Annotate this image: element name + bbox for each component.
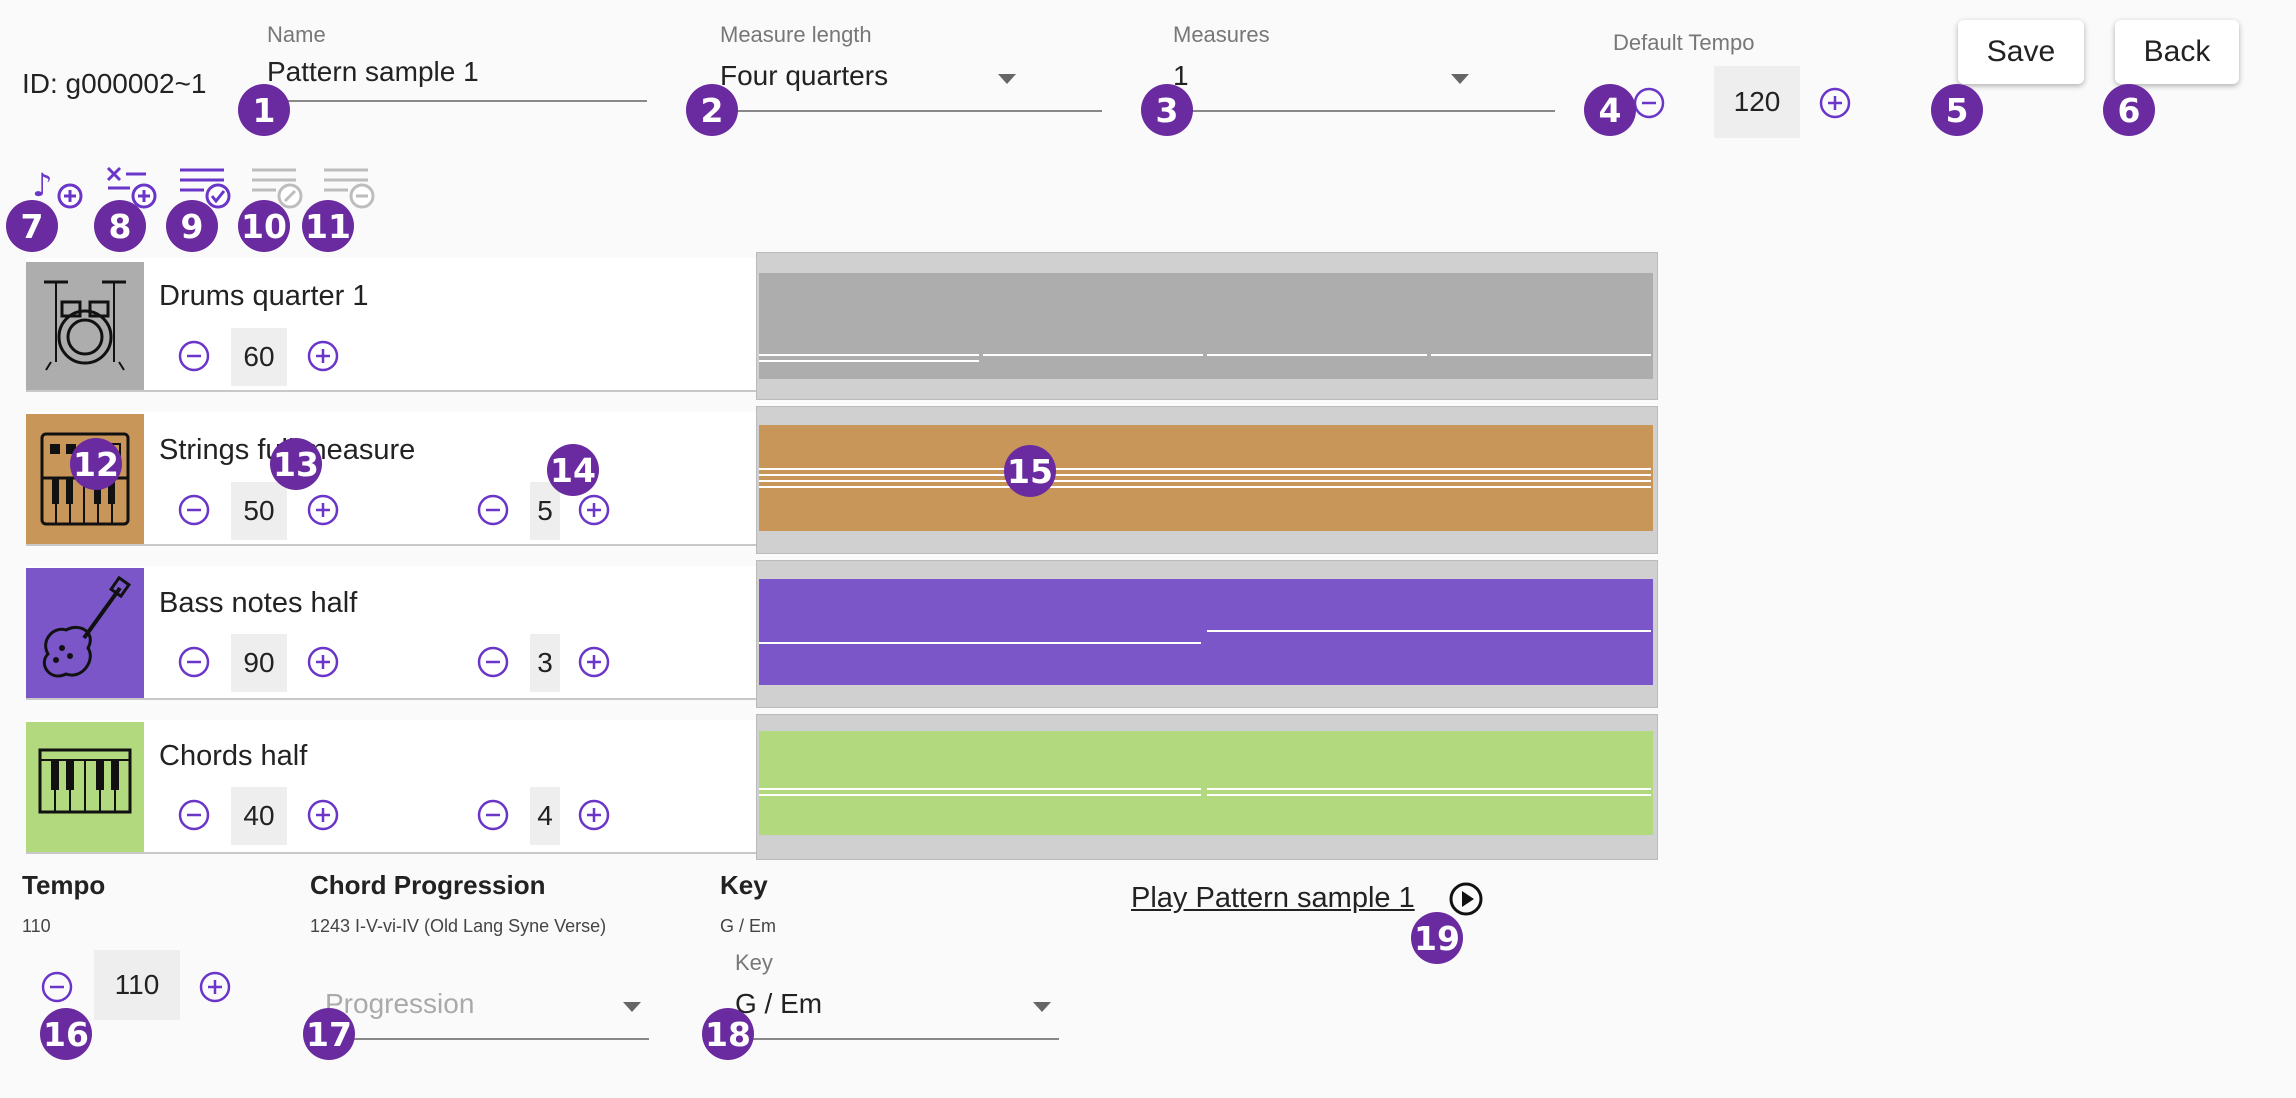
- back-button[interactable]: Back: [2115, 20, 2239, 84]
- octave-increase-button[interactable]: [577, 493, 611, 527]
- add-note-track-icon[interactable]: ♪: [30, 162, 86, 212]
- annotation-badge: 9: [166, 200, 218, 252]
- default-tempo-value[interactable]: 120: [1714, 66, 1800, 138]
- guitar-icon: [26, 568, 144, 698]
- select-all-icon[interactable]: [178, 162, 234, 212]
- tempo-decrease-button[interactable]: [40, 970, 74, 1004]
- track-row-bass[interactable]: [26, 566, 756, 700]
- track-lane-bass[interactable]: [756, 560, 1658, 708]
- piano-icon: [26, 722, 144, 852]
- annotation-badge: 11: [302, 200, 354, 252]
- track-lane-fill: [759, 579, 1653, 685]
- play-icon[interactable]: [1448, 881, 1484, 917]
- chevron-down-icon: [623, 1002, 641, 1012]
- measure-length-select[interactable]: Four quarters: [720, 60, 1102, 112]
- chord-progression-value: 1243 I-V-vi-IV (Old Lang Syne Verse): [310, 916, 607, 936]
- track-lane-drums[interactable]: [756, 252, 1658, 400]
- annotation-badge: 16: [40, 1008, 92, 1060]
- track-lane-fill: [759, 425, 1653, 531]
- track-lane-fill: [759, 731, 1653, 835]
- edit-track-icon: [252, 168, 303, 209]
- volume-decrease-button[interactable]: [177, 339, 211, 373]
- chevron-down-icon: [1451, 74, 1469, 84]
- tempo-value[interactable]: 110: [94, 950, 180, 1020]
- measures-select[interactable]: 1: [1173, 60, 1555, 112]
- play-pattern-link[interactable]: Play Pattern sample 1: [1131, 882, 1415, 914]
- measures-label: Measures: [1173, 22, 1270, 47]
- tempo-decrease-button[interactable]: [1632, 86, 1666, 120]
- volume-value[interactable]: 90: [231, 634, 287, 692]
- tempo-label: Tempo: [22, 870, 106, 900]
- default-tempo-label: Default Tempo: [1613, 30, 1755, 55]
- svg-text:♪: ♪: [32, 166, 52, 204]
- name-input[interactable]: Pattern sample 1: [267, 56, 647, 102]
- tempo-increase-button[interactable]: [1818, 86, 1852, 120]
- volume-increase-button[interactable]: [306, 645, 340, 679]
- octave-increase-button[interactable]: [577, 645, 611, 679]
- octave-value[interactable]: 3: [530, 634, 560, 692]
- chevron-down-icon: [998, 74, 1016, 84]
- annotation-badge: 14: [547, 444, 599, 496]
- volume-value[interactable]: 40: [231, 787, 287, 845]
- key-label: Key: [720, 870, 768, 900]
- volume-decrease-button[interactable]: [177, 798, 211, 832]
- volume-increase-button[interactable]: [306, 798, 340, 832]
- volume-decrease-button[interactable]: [177, 645, 211, 679]
- annotation-badge: 13: [270, 438, 322, 490]
- remove-track-icon: [324, 168, 375, 209]
- volume-value[interactable]: 50: [231, 482, 287, 540]
- track-row-drums[interactable]: [26, 258, 756, 392]
- add-drum-track-icon[interactable]: [104, 162, 160, 212]
- volume-increase-button[interactable]: [306, 339, 340, 373]
- tempo-increase-button[interactable]: [198, 970, 232, 1004]
- volume-increase-button[interactable]: [306, 493, 340, 527]
- name-label: Name: [267, 22, 326, 47]
- measure-length-label: Measure length: [720, 22, 872, 47]
- save-button[interactable]: Save: [1958, 20, 2084, 84]
- octave-decrease-button[interactable]: [476, 493, 510, 527]
- volume-value[interactable]: 60: [231, 328, 287, 386]
- octave-value[interactable]: 5: [530, 482, 560, 540]
- track-lane-strings[interactable]: [756, 406, 1658, 554]
- annotation-badge: 5: [1931, 84, 1983, 136]
- annotation-badge: 7: [6, 200, 58, 252]
- key-select[interactable]: G / Em: [735, 988, 1059, 1040]
- key-select-label: Key: [735, 950, 773, 975]
- annotation-badge: 10: [238, 200, 290, 252]
- annotation-badge: 2: [686, 84, 738, 136]
- annotation-badge: 15: [1004, 445, 1056, 497]
- octave-value[interactable]: 4: [530, 787, 560, 845]
- track-name: Drums quarter 1: [159, 280, 369, 312]
- annotation-badge: 8: [94, 200, 146, 252]
- measure-length-value: Four quarters: [720, 60, 889, 91]
- annotation-badge: 19: [1411, 912, 1463, 964]
- annotation-badge: 17: [303, 1008, 355, 1060]
- measures-value: 1: [1173, 60, 1189, 91]
- track-row-strings[interactable]: [26, 412, 756, 546]
- tempo-current: 110: [22, 916, 51, 936]
- volume-decrease-button[interactable]: [177, 493, 211, 527]
- key-current: G / Em: [720, 916, 777, 936]
- annotation-badge: 3: [1141, 84, 1193, 136]
- chevron-down-icon: [1033, 1002, 1051, 1012]
- drum-kit-icon: [26, 262, 144, 390]
- track-name: Bass notes half: [159, 587, 358, 619]
- annotation-badge: 1: [238, 84, 290, 136]
- octave-decrease-button[interactable]: [476, 798, 510, 832]
- track-name: Chords half: [159, 740, 308, 772]
- track-lane-fill: [759, 273, 1653, 379]
- annotation-badge: 12: [70, 438, 122, 490]
- track-lane-chords[interactable]: [756, 714, 1658, 860]
- annotation-badge: 6: [2103, 84, 2155, 136]
- progression-select[interactable]: Progression: [325, 988, 649, 1040]
- annotation-badge: 18: [702, 1008, 754, 1060]
- pattern-id: ID: g000002~1: [22, 68, 207, 99]
- track-row-chords[interactable]: [26, 720, 756, 854]
- octave-increase-button[interactable]: [577, 798, 611, 832]
- name-value: Pattern sample 1: [267, 56, 479, 87]
- chord-progression-label: Chord Progression: [310, 870, 546, 900]
- annotation-badge: 4: [1584, 84, 1636, 136]
- octave-decrease-button[interactable]: [476, 645, 510, 679]
